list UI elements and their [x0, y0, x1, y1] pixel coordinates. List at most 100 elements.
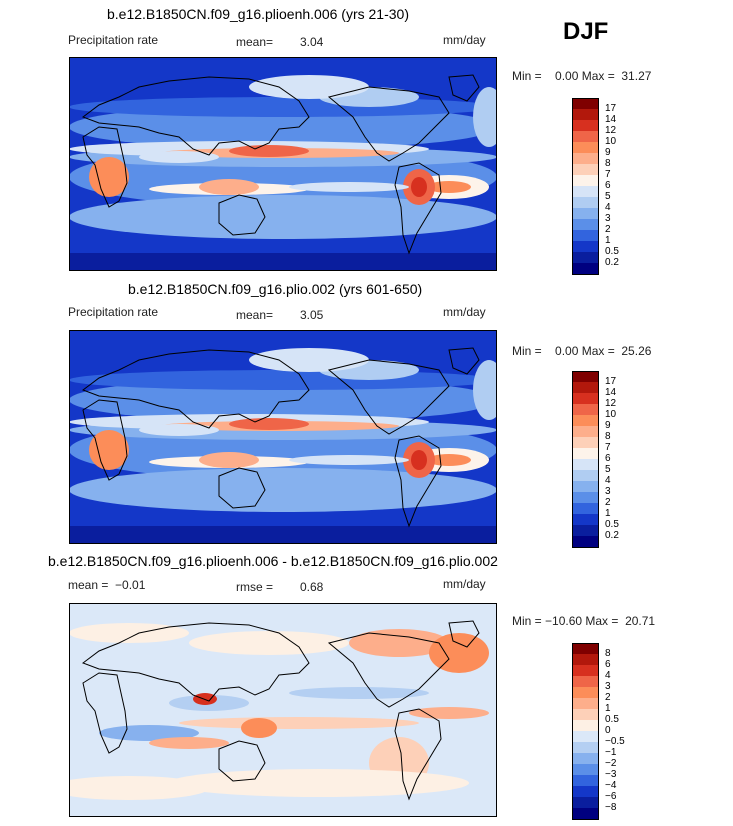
- colorbar-swatch: [572, 230, 599, 241]
- colorbar-tick-label: 14: [605, 387, 617, 398]
- colorbar-swatch: [572, 753, 599, 764]
- colorbar-tick-label: 3: [605, 213, 611, 224]
- field-band: [473, 360, 497, 420]
- colorbar-tick-label: 6: [605, 659, 611, 670]
- colorbar-swatch: [572, 142, 599, 153]
- colorbar-swatch: [572, 131, 599, 142]
- colorbar-tick-label: −2: [605, 758, 617, 769]
- field-band: [69, 468, 497, 512]
- coastline: [394, 708, 442, 801]
- coastline: [218, 194, 266, 236]
- field-band: [89, 430, 129, 470]
- colorbar-swatch: [572, 263, 599, 275]
- colorbar-tick-label: 1: [605, 508, 611, 519]
- colorbar-tick-label: 4: [605, 202, 611, 213]
- colorbar-swatch: [572, 219, 599, 230]
- colorbar-swatch: [572, 481, 599, 492]
- colorbar-swatch: [572, 120, 599, 131]
- colorbar-swatch: [572, 665, 599, 676]
- colorbar-tick-label: 7: [605, 169, 611, 180]
- colorbar-swatch: [572, 415, 599, 426]
- coastline: [394, 435, 442, 528]
- panel1-mean-value: 3.04: [300, 35, 324, 49]
- colorbar-tick-label: 9: [605, 420, 611, 431]
- coastline: [81, 76, 310, 156]
- panel3-rmse-value: 0.68: [300, 580, 324, 594]
- field-anomaly: [69, 623, 189, 643]
- field-band: [69, 370, 497, 390]
- field-band: [289, 455, 409, 465]
- colorbar-tick-label: −6: [605, 791, 617, 802]
- panel1-minmax: Min = 0.00 Max = 31.27: [512, 69, 652, 83]
- colorbar-tick-label: 0.5: [605, 714, 619, 725]
- panel2-minmax: Min = 0.00 Max = 25.26: [512, 344, 652, 358]
- field-band: [139, 151, 219, 163]
- panel2-mean-label: mean=: [236, 308, 274, 322]
- field-anomaly: [429, 633, 489, 673]
- colorbar-swatch: [572, 786, 599, 797]
- colorbar-tick-label: 7: [605, 442, 611, 453]
- coastline: [394, 162, 442, 255]
- coastline: [448, 74, 480, 102]
- field-band: [199, 452, 259, 468]
- colorbar-swatch: [572, 676, 599, 687]
- panel2-title: b.e12.B1850CN.f09_g16.plio.002 (yrs 601-…: [128, 281, 423, 297]
- colorbar-swatch: [572, 371, 599, 383]
- colorbar-swatch: [572, 153, 599, 164]
- map-border: [69, 330, 497, 544]
- colorbar-swatch: [572, 808, 599, 820]
- panel3-difference-map: [69, 603, 497, 817]
- field-band: [229, 418, 309, 430]
- colorbar-tick-label: 10: [605, 136, 617, 147]
- map-border: [69, 57, 497, 271]
- field-band: [411, 177, 427, 197]
- coastline: [327, 632, 450, 708]
- colorbar-swatch: [572, 687, 599, 698]
- panel1-precip-map: [69, 57, 497, 271]
- field-band: [411, 450, 427, 470]
- colorbar-swatch: [572, 241, 599, 252]
- colorbar-swatch: [572, 536, 599, 548]
- field-anomaly: [179, 717, 419, 729]
- panel2-units: mm/day: [443, 305, 486, 319]
- colorbar-tick-label: 1: [605, 235, 611, 246]
- colorbar-swatch: [572, 775, 599, 786]
- colorbar-swatch: [572, 643, 599, 655]
- colorbar-swatch: [572, 404, 599, 415]
- panel1-mean-label: mean=: [236, 35, 274, 49]
- colorbar-swatch: [572, 175, 599, 186]
- field-anomaly: [349, 629, 449, 657]
- field-band: [427, 454, 471, 466]
- panel3-minmax: Min = −10.60 Max = 20.71: [512, 614, 656, 628]
- colorbar-tick-label: 0.2: [605, 257, 619, 268]
- colorbar-swatch: [572, 426, 599, 437]
- colorbar-swatch: [572, 470, 599, 481]
- colorbar-swatch: [572, 797, 599, 808]
- colorbar-swatch: [572, 459, 599, 470]
- colorbar-swatch: [572, 731, 599, 742]
- colorbar-swatch: [572, 382, 599, 393]
- colorbar-tick-label: −3: [605, 769, 617, 780]
- colorbar-swatch: [572, 720, 599, 731]
- coastline: [82, 126, 128, 208]
- panel2-variable: Precipitation rate: [68, 305, 159, 319]
- colorbar-tick-label: 0.5: [605, 519, 619, 530]
- coastline: [82, 399, 128, 481]
- coastline: [218, 740, 266, 782]
- panel1-units: mm/day: [443, 33, 486, 47]
- panel1-variable: Precipitation rate: [68, 33, 159, 47]
- colorbar-tick-label: 12: [605, 398, 617, 409]
- colorbar-tick-label: 10: [605, 409, 617, 420]
- colorbar-tick-label: 0.2: [605, 530, 619, 541]
- coastline: [327, 86, 450, 162]
- field-band: [249, 348, 369, 372]
- colorbar-tick-label: 1: [605, 703, 611, 714]
- colorbar-tick-label: 6: [605, 453, 611, 464]
- colorbar-tick-label: 12: [605, 125, 617, 136]
- colorbar-tick-label: −8: [605, 802, 617, 813]
- colorbar-tick-label: 4: [605, 475, 611, 486]
- coastline: [218, 467, 266, 509]
- colorbar-swatch: [572, 197, 599, 208]
- colorbar-tick-label: 2: [605, 497, 611, 508]
- coastline: [327, 359, 450, 435]
